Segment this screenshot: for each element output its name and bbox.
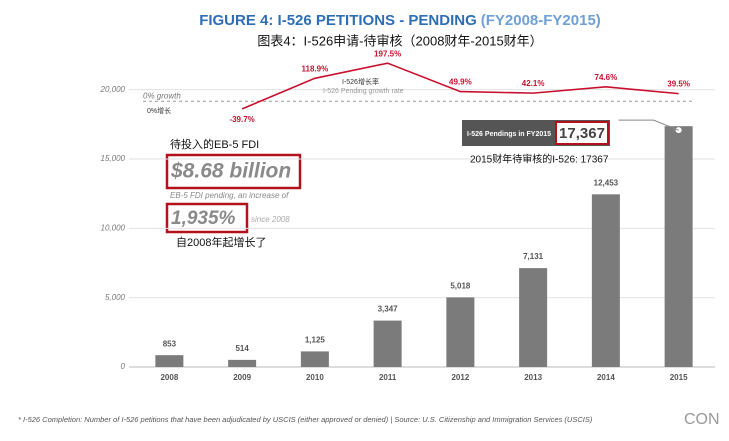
- highlight-box: [165, 153, 302, 190]
- y-tick-label: 0: [121, 362, 126, 371]
- x-tick-label: 2015: [670, 373, 688, 382]
- fdi-text: EB-5 FDI pending, an increase of: [170, 191, 289, 200]
- y2-tick-label: 0% growth: [143, 91, 181, 100]
- value-label: 7,131: [523, 252, 544, 261]
- callout-value-box: [555, 121, 609, 145]
- y-tick-label: 15,000: [101, 154, 126, 163]
- subtitle: 图表4：I-526申请-待审核（2008财年-2015财年）: [257, 33, 542, 48]
- bar: [373, 320, 402, 367]
- increase: 1,935%: [171, 208, 236, 229]
- value-label: 853: [163, 339, 177, 348]
- bar: [300, 351, 329, 367]
- since: since 2008: [251, 215, 290, 224]
- value-label: 1,125: [305, 336, 326, 345]
- bar: [664, 126, 693, 367]
- x-tick-label: 2012: [451, 373, 469, 382]
- fdi-amount: $8.68 billion: [170, 160, 291, 183]
- since-cn: 自2008年起增长了: [176, 235, 266, 249]
- x-tick-label: 2009: [233, 373, 251, 382]
- y-tick-label: 20,000: [100, 85, 126, 94]
- callout-leader: [618, 119, 679, 131]
- title-range: (FY2008-FY2015): [481, 12, 601, 29]
- callout-label: I-526 Pendings in FY2015: [467, 131, 551, 138]
- bar: [591, 194, 620, 367]
- callout-label-cn: 2015财年待审核的I-526: 17367: [470, 153, 609, 166]
- line-name-cn: I-526增长率: [342, 77, 379, 86]
- x-tick-label: 2011: [379, 373, 397, 382]
- value-label: 5,018: [450, 282, 471, 291]
- highlight-box: [165, 202, 249, 234]
- growth-label: 39.5%: [667, 80, 690, 89]
- growth-label: 49.9%: [449, 78, 472, 87]
- y-tick-label: 10,000: [101, 223, 126, 232]
- value-label: 3,347: [378, 305, 399, 314]
- chart-title: FIGURE 4: I-526 PETITIONS - PENDING (FY20…: [199, 12, 601, 29]
- bar: [228, 359, 257, 367]
- growth-label: 197.5%: [374, 49, 401, 58]
- growth-label: 42.1%: [522, 79, 545, 88]
- value-label: 514: [235, 344, 249, 353]
- fdi-cn: 待投入的EB-5 FDI: [170, 137, 259, 151]
- y-tick-label: 5,000: [105, 293, 126, 302]
- x-tick-label: 2014: [597, 373, 615, 382]
- growth-label: 74.6%: [595, 73, 618, 82]
- bar: [155, 355, 184, 367]
- logo: CON: [684, 411, 720, 428]
- growth-label: 118.9%: [302, 64, 329, 73]
- callout-value: 17,367: [559, 125, 605, 142]
- line-name: I-526 Pending growth rate: [323, 88, 404, 95]
- x-tick-label: 2008: [160, 373, 178, 382]
- growth-label: -39.7%: [229, 115, 254, 124]
- x-tick-label: 2010: [306, 373, 324, 382]
- bar: [519, 268, 548, 367]
- bar: [446, 297, 475, 367]
- footnote: * I-526 Completion: Number of I-526 peti…: [18, 415, 593, 424]
- value-label: 12,453: [594, 178, 619, 187]
- title-main: FIGURE 4: I-526 PETITIONS - PENDING: [199, 12, 477, 29]
- x-tick-label: 2013: [524, 373, 542, 382]
- left-annotations: 待投入的EB-5 FDI $8.68 billion EB-5 FDI pend…: [165, 137, 302, 249]
- growth-line: [241, 62, 679, 110]
- y2-tick-label-cn: 0%增长: [147, 106, 171, 115]
